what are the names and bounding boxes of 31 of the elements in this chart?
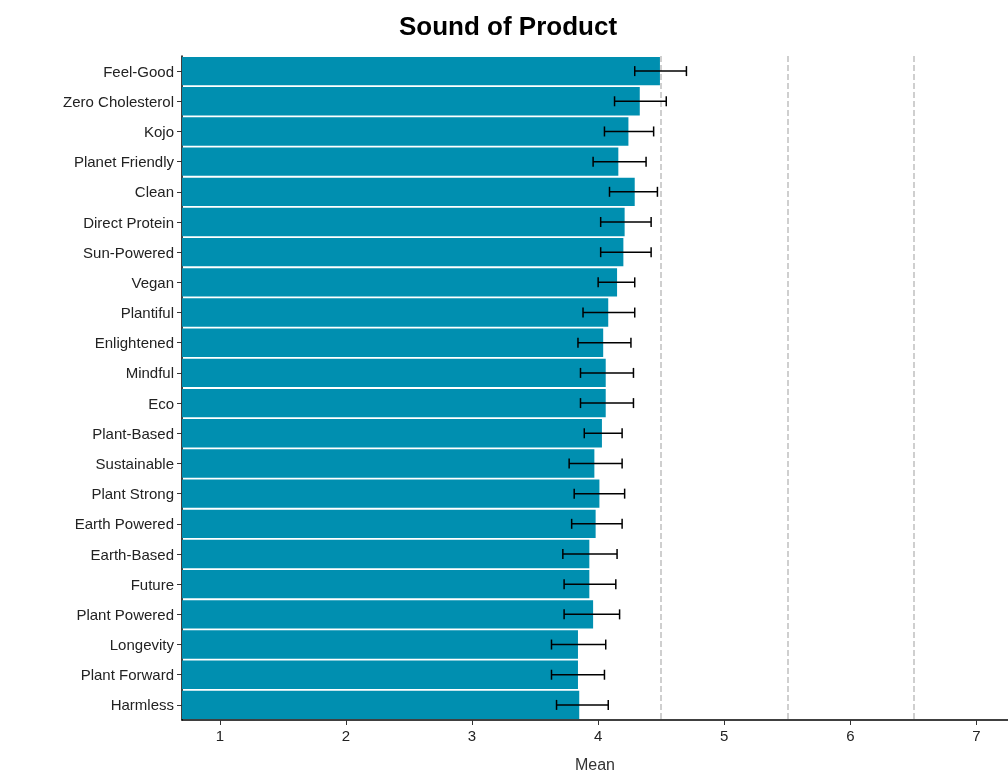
y-tick-label: Future	[130, 575, 174, 593]
x-tick-label: 3	[467, 727, 477, 744]
x-axis-title: Mean	[574, 755, 616, 773]
x-tick-label: 1	[215, 727, 224, 744]
y-tick-label: Plant Strong	[91, 485, 174, 503]
y-tick-label: Direct Protein	[83, 213, 174, 231]
y-tick-label: Plant Forward	[80, 666, 174, 684]
y-tick-label: Enlightened	[94, 334, 174, 352]
x-tick-label: 6	[846, 727, 855, 744]
y-tick-label: Sun-Powered	[83, 243, 174, 261]
y-tick-label: Harmless	[110, 696, 174, 714]
y-tick-label: Vegan	[131, 273, 174, 291]
y-tick-label: Eco	[148, 394, 174, 412]
y-tick-label: Plant Powered	[76, 605, 174, 623]
y-tick-label: Longevity	[109, 636, 175, 654]
y-tick-label: Feel-Good	[103, 62, 174, 80]
y-tick-label: Mindful	[125, 364, 174, 382]
y-tick-label: Planet Friendly	[73, 153, 175, 171]
x-tick-label: 5	[720, 727, 729, 744]
y-tick-label: Sustainable	[95, 454, 174, 472]
y-tick-label: Kojo	[143, 122, 174, 140]
x-tick-label: 4	[593, 727, 603, 744]
y-tick-label: Zero Cholesterol	[63, 92, 174, 110]
x-tick-label: 7	[972, 727, 981, 744]
y-tick-label: Clean	[134, 183, 174, 201]
x-tick-label: 2	[341, 727, 351, 744]
y-tick-label: Earth-Based	[90, 545, 174, 563]
y-tick-label: Earth Powered	[74, 515, 174, 533]
y-tick-label: Plant-Based	[92, 424, 174, 442]
chart-title: Sound of Product	[398, 11, 618, 41]
y-tick-label: Plantiful	[120, 304, 174, 322]
